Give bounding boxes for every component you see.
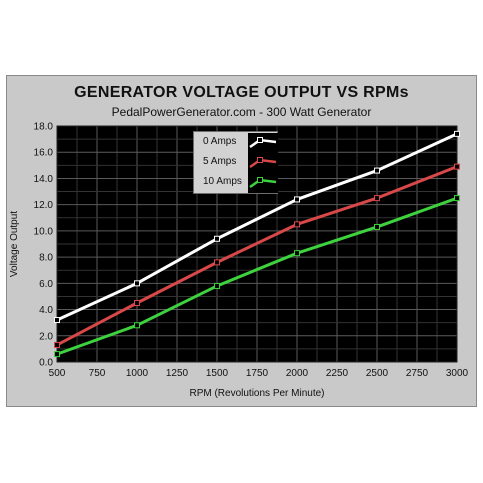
series-layer: [54, 130, 460, 358]
x-tick-label: 2750: [406, 368, 429, 379]
plot-border: [56, 125, 458, 363]
data-point: [134, 322, 140, 329]
legend-item: 5 Amps: [194, 153, 279, 173]
data-point: [54, 341, 60, 348]
y-tick-label: 8.0: [39, 253, 53, 264]
y-axis-label: Voltage Output: [9, 211, 20, 277]
chart-title: GENERATOR VOLTAGE OUTPUT VS RPMs: [74, 84, 409, 101]
legend-swatch: [248, 153, 278, 173]
legend-label: 0 Amps: [203, 136, 237, 147]
data-point: [294, 196, 300, 203]
x-tick-label: 1500: [206, 368, 229, 379]
x-axis-label: RPM (Revolutions Per Minute): [189, 388, 324, 399]
x-tick-label: 2000: [286, 368, 309, 379]
data-point: [374, 223, 380, 230]
y-tick-label: 4.0: [39, 305, 53, 316]
x-tick-label: 1750: [246, 368, 269, 379]
x-tick-label: 1250: [166, 368, 189, 379]
x-tick-label: 500: [49, 368, 66, 379]
legend-label: 10 Amps: [203, 176, 242, 187]
y-tick-label: 16.0: [34, 148, 54, 159]
series-line: [56, 196, 458, 356]
data-point: [374, 167, 380, 174]
data-point: [294, 250, 300, 257]
legend: 0 Amps 5 Amps 10 Amps: [193, 131, 278, 194]
tick-labels: 500 750 1000 1250 1500 1750 2000 2250 2500 2750 30…: [34, 122, 469, 380]
data-point: [134, 280, 140, 287]
data-point: [454, 163, 460, 170]
chart-subtitle: PedalPowerGenerator.com - 300 Watt Gener…: [111, 105, 372, 119]
x-tick-label: 750: [89, 368, 106, 379]
data-point: [134, 300, 140, 306]
legend-item: 10 Amps: [194, 173, 279, 193]
data-point: [454, 195, 460, 202]
data-point: [294, 221, 300, 228]
y-tick-label: 2.0: [39, 331, 53, 342]
data-point: [54, 351, 60, 358]
legend-swatch: [248, 173, 278, 193]
legend-item: 0 Amps: [194, 133, 279, 153]
series-line: [56, 132, 458, 322]
y-tick-label: 6.0: [39, 279, 53, 290]
series-line: [56, 165, 458, 347]
legend-label: 5 Amps: [203, 156, 237, 167]
x-tick-label: 3000: [446, 368, 469, 379]
legend-swatch: [248, 133, 278, 153]
x-tick-label: 2500: [366, 368, 389, 379]
data-point: [214, 235, 220, 242]
x-tick-label: 1000: [126, 368, 149, 379]
data-point: [214, 282, 220, 289]
y-tick-label: 18.0: [34, 122, 54, 133]
data-point: [454, 130, 460, 137]
y-tick-label: 12.0: [34, 200, 54, 211]
y-tick-label: 10.0: [34, 226, 54, 237]
data-point: [54, 317, 60, 324]
data-point: [374, 195, 380, 202]
x-tick-label: 2250: [326, 368, 349, 379]
y-tick-label: 14.0: [34, 174, 54, 185]
data-point: [214, 259, 220, 266]
y-tick-label: 0.0: [39, 358, 53, 369]
grid-lines: [56, 125, 458, 363]
